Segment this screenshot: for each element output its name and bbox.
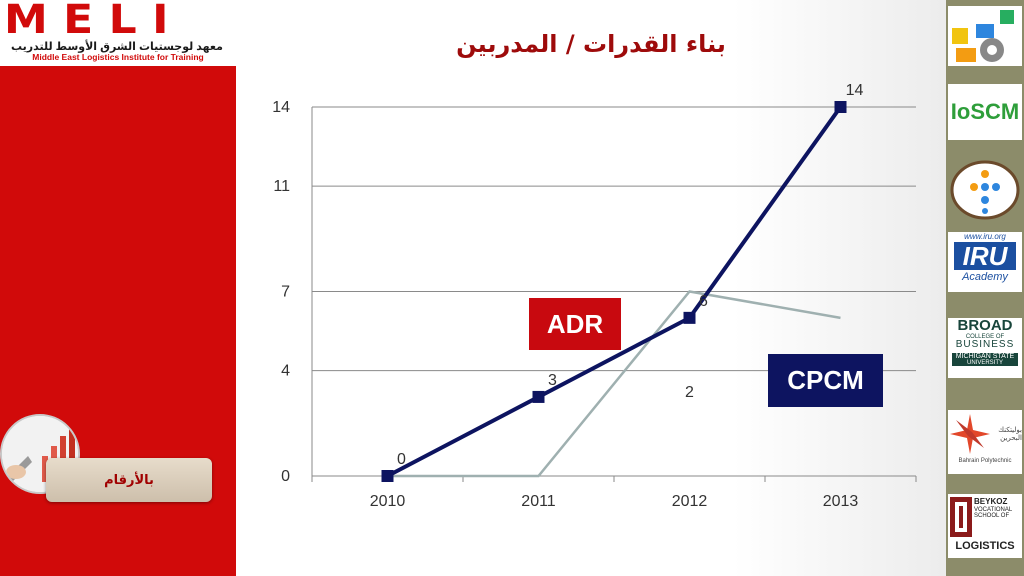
logo-main-text: MELI [4,0,184,43]
bahrain-en-text: Bahrain Polytechnic [958,458,1012,464]
data-label-adr: 14 [846,82,864,99]
beykoz-line2: VOCATIONAL [974,506,1013,513]
series-line-cpcm [387,290,841,478]
y-tick-label: 11 [273,178,290,195]
x-tick-label: 2010 [370,493,406,510]
line-chart: 0 4 7 11 14 2010 2011 2012 2013 0 3 6 14 2 [272,82,917,510]
broad-sub2-text: BUSINESS [955,339,1015,351]
bahrain-ar-text: بوليتكنك البحرين [998,427,1022,442]
beykoz-emblem-icon [950,497,972,537]
data-label-adr: 6 [699,293,708,310]
logistics-circle-icon [950,160,1020,220]
nav-tab-numbers[interactable]: بالأرقام [46,458,212,502]
logo-english-text: Middle East Logistics Institute for Trai… [32,52,204,62]
gears-icon [948,6,1022,66]
data-label-cpcm: 2 [685,384,694,401]
partner-logo-ioscm: IoSCM [948,84,1022,140]
data-point-adr [532,390,545,403]
logo-arabic-text: معهد لوجستيات الشرق الأوسط للتدريب [11,41,223,53]
partner-logo-iru: www.iru.org IRU Academy [948,232,1022,292]
beykoz-line3: SCHOOL OF [974,513,1010,520]
y-tick-label: 0 [281,468,290,485]
beykoz-line1: BEYKOZ [974,497,1008,506]
chart-title: بناء القدرات / المدربين [456,30,726,58]
x-tick-label: 2012 [672,493,708,510]
starburst-icon [950,414,990,454]
partner-logo-gears [948,6,1022,66]
iru-academy-text: Academy [962,271,1008,283]
partner-logo-bahrain: بوليتكنك البحرين Bahrain Polytechnic [948,410,1022,474]
y-tick-label: 4 [281,363,290,380]
y-tick-label: 7 [281,284,290,301]
partner-logo-beykoz: BEYKOZ VOCATIONAL SCHOOL OF LOGISTICS [948,494,1022,558]
partner-logo-circle [948,160,1022,220]
broad-sub1-text: COLLEGE OF [965,333,1005,340]
x-tick-label: 2011 [521,493,556,510]
data-label-adr: 3 [548,372,557,389]
legend-adr: ADR [529,298,621,350]
msu-sub-text: UNIVERSITY [966,359,1003,366]
iru-top-text: www.iru.org [964,232,1006,241]
x-tick-label: 2013 [823,493,859,510]
legend-cpcm: CPCM [768,354,883,407]
broad-text: BROAD [957,317,1013,334]
content-area [236,0,946,576]
data-point-adr [834,101,847,113]
partner-logo-broad: BROAD COLLEGE OF BUSINESS MICHIGAN STATE… [948,318,1022,378]
iru-text: IRU [954,242,1016,270]
data-point-adr [683,311,696,324]
data-point-adr [381,470,394,482]
msu-text: MICHIGAN STATE [955,352,1015,360]
beykoz-line4: LOGISTICS [955,540,1015,552]
meli-logo: MELI معهد لوجستيات الشرق الأوسط للتدريب … [0,0,236,66]
ioscm-text: IoSCM [950,99,1020,124]
series-line-adr [386,105,843,478]
y-tick-label: 14 [272,99,290,116]
data-label-adr: 0 [397,451,406,468]
